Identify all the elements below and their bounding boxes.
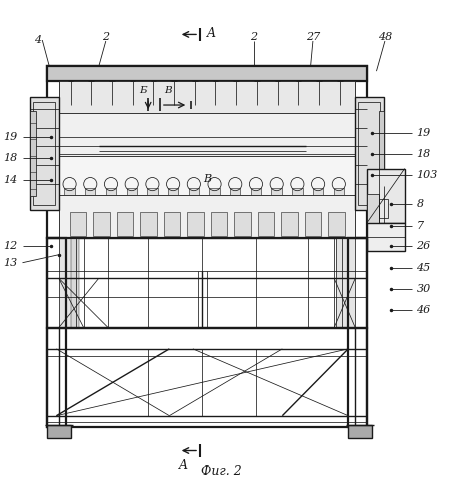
Bar: [147, 188, 158, 195]
Bar: [251, 188, 261, 195]
Text: 4: 4: [34, 35, 41, 45]
Bar: [271, 188, 282, 195]
Bar: [367, 168, 405, 222]
Bar: [234, 212, 251, 236]
Text: 19: 19: [3, 132, 18, 142]
Bar: [59, 114, 355, 156]
Text: 48: 48: [378, 32, 392, 42]
Text: Б: Б: [139, 86, 147, 94]
Text: A: A: [207, 27, 216, 40]
Text: A: A: [179, 460, 188, 472]
Bar: [379, 199, 388, 218]
Bar: [33, 102, 55, 206]
Bar: [281, 212, 298, 236]
Bar: [367, 222, 405, 251]
Bar: [30, 111, 36, 196]
Text: 14: 14: [3, 176, 18, 186]
Text: 18: 18: [416, 150, 431, 160]
Text: В: В: [203, 174, 211, 184]
Text: 30: 30: [416, 284, 431, 294]
Bar: [47, 66, 367, 82]
Text: 27: 27: [306, 32, 320, 42]
Text: 13: 13: [3, 258, 18, 268]
Text: 45: 45: [416, 263, 431, 273]
Bar: [355, 97, 385, 210]
Bar: [59, 82, 355, 114]
Bar: [117, 212, 133, 236]
Text: В: В: [165, 86, 172, 94]
Text: 2: 2: [102, 32, 109, 42]
Bar: [59, 238, 78, 328]
Bar: [47, 328, 367, 426]
Text: 2: 2: [250, 32, 258, 42]
Text: 103: 103: [416, 170, 438, 179]
Bar: [47, 425, 70, 438]
Bar: [209, 188, 220, 195]
Bar: [230, 188, 240, 195]
Bar: [69, 212, 86, 236]
Bar: [187, 212, 204, 236]
Bar: [305, 212, 321, 236]
Text: 8: 8: [416, 199, 424, 209]
Bar: [140, 212, 157, 236]
Bar: [348, 425, 372, 438]
Bar: [188, 188, 199, 195]
Bar: [348, 238, 367, 426]
Bar: [334, 188, 344, 195]
Bar: [258, 212, 274, 236]
Text: 7: 7: [416, 221, 424, 231]
Bar: [59, 156, 355, 195]
Text: 46: 46: [416, 305, 431, 315]
Bar: [357, 102, 380, 206]
Bar: [292, 188, 303, 195]
Bar: [93, 212, 109, 236]
Bar: [64, 188, 75, 195]
Bar: [211, 212, 227, 236]
Bar: [47, 238, 367, 328]
Bar: [379, 111, 385, 196]
Bar: [106, 188, 116, 195]
Text: 18: 18: [3, 153, 18, 163]
Text: 19: 19: [416, 128, 431, 138]
Bar: [47, 238, 66, 426]
Bar: [313, 188, 323, 195]
Text: 12: 12: [3, 241, 18, 251]
Bar: [85, 188, 96, 195]
Bar: [59, 195, 355, 238]
Text: 26: 26: [416, 241, 431, 251]
Bar: [127, 188, 137, 195]
Bar: [168, 188, 178, 195]
Bar: [30, 97, 59, 210]
Bar: [337, 238, 355, 328]
Bar: [367, 194, 379, 222]
Bar: [47, 66, 367, 238]
Bar: [164, 212, 180, 236]
Bar: [70, 238, 79, 328]
Bar: [328, 212, 345, 236]
Text: Фиг. 2: Фиг. 2: [201, 464, 241, 477]
